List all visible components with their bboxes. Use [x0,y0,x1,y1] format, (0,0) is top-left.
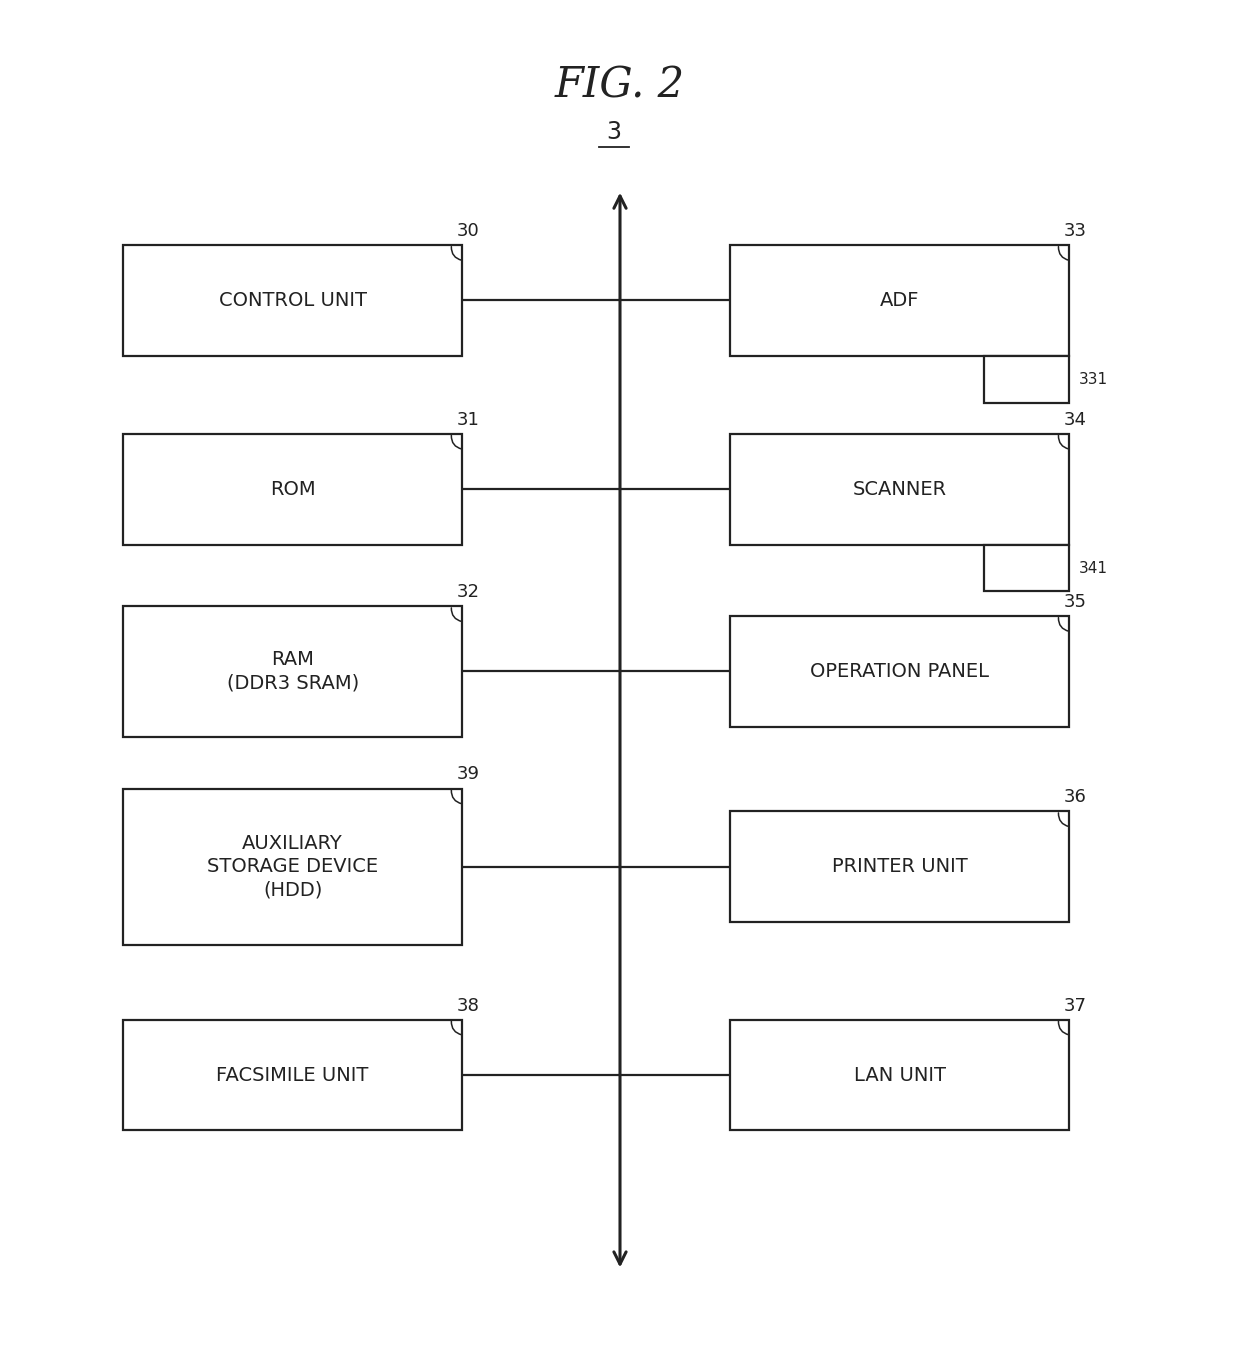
Bar [123,434,463,545]
Text: 31: 31 [456,411,479,428]
Text: 33: 33 [1064,222,1086,240]
Text: 39: 39 [456,765,480,784]
Bar [123,1020,463,1131]
Text: RAM
(DDR3 SRAM): RAM (DDR3 SRAM) [227,651,358,693]
Text: 35: 35 [1064,593,1086,612]
Text: CONTROL UNIT: CONTROL UNIT [218,292,367,311]
Text: ADF: ADF [880,292,920,311]
Bar [730,1020,1069,1131]
Text: 30: 30 [456,222,479,240]
Text: FIG. 2: FIG. 2 [556,65,684,107]
Bar [123,789,463,945]
Text: LAN UNIT: LAN UNIT [854,1066,946,1085]
Bar [730,616,1069,727]
Text: PRINTER UNIT: PRINTER UNIT [832,857,967,876]
Text: SCANNER: SCANNER [853,480,947,499]
Text: 38: 38 [456,997,479,1014]
Bar [730,811,1069,922]
Bar [730,434,1069,545]
Text: AUXILIARY
STORAGE DEVICE
(HDD): AUXILIARY STORAGE DEVICE (HDD) [207,834,378,900]
Bar [123,245,463,355]
Text: 32: 32 [456,583,480,601]
Text: 36: 36 [1064,788,1086,807]
Bar [730,245,1069,355]
Text: 341: 341 [1079,560,1107,575]
Bar [983,545,1069,591]
Bar [123,606,463,736]
Text: 34: 34 [1064,411,1086,428]
Text: ROM: ROM [270,480,315,499]
Text: 331: 331 [1079,372,1109,386]
Text: 37: 37 [1064,997,1086,1014]
Text: FACSIMILE UNIT: FACSIMILE UNIT [217,1066,368,1085]
Bar [983,355,1069,403]
Text: OPERATION PANEL: OPERATION PANEL [810,662,990,681]
Text: 3: 3 [606,121,621,144]
